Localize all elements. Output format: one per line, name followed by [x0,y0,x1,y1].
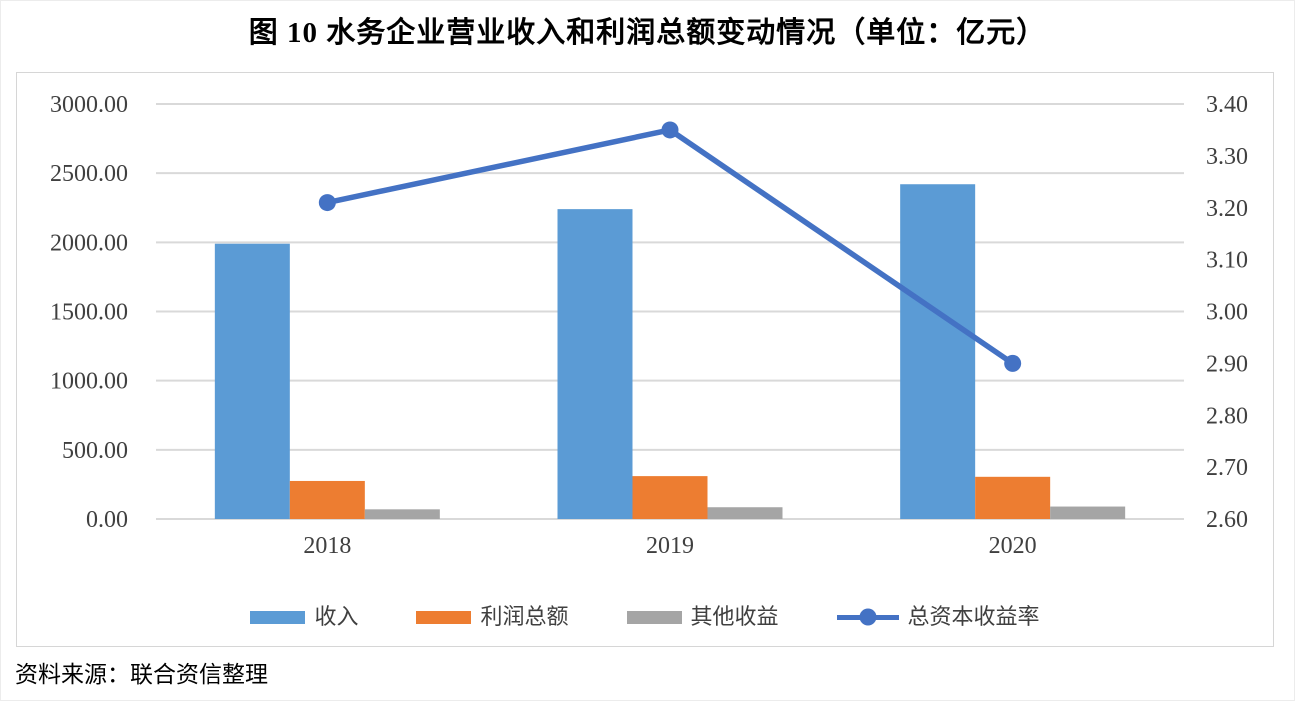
bar-利润总额-2018 [289,480,365,519]
right-axis-tick-label: 3.20 [1206,196,1248,222]
bar-收入-2018 [214,243,290,519]
x-axis-label: 2018 [303,533,351,559]
left-axis-tick-label: 1500.00 [50,300,128,326]
legend-item-其他收益: 其他收益 [626,604,779,629]
line-point-总资本收益率-2019 [661,121,679,139]
left-axis-tick-label: 2000.00 [50,230,128,256]
source-note: 资料来源：联合资信整理 [15,662,268,687]
legend-swatch-icon [416,610,472,624]
legend-label: 总资本收益率 [907,604,1040,629]
x-axis-label: 2020 [989,533,1037,559]
bar-收入-2019 [557,209,633,519]
left-axis-tick-label: 3000.00 [50,92,128,118]
line-point-总资本收益率-2020 [1004,354,1022,372]
legend-label: 其他收益 [690,604,779,629]
right-axis-tick-label: 3.10 [1206,248,1248,274]
right-axis-tick-label: 3.30 [1206,144,1248,170]
left-axis-tick-label: 0.00 [86,507,128,533]
chart-box: 0.00 500.00 1000.00 1500.00 2000.00 2500.00 30… [16,72,1274,647]
bar-其他收益-2018 [364,509,440,519]
legend-label: 收入 [314,604,359,629]
legend-item-总资本收益率: 总资本收益率 [836,604,1040,629]
line-point-总资本收益率-2018 [318,194,336,212]
legend-line-marker-icon [836,608,899,626]
right-axis-tick-label: 2.90 [1206,351,1248,377]
legend-line-dot-icon [859,608,877,626]
legend-swatch-icon [626,610,682,624]
chart-legend: 收入 利润总额 其他收益 总资本收益率 [17,606,1273,628]
right-axis-tick-label: 2.70 [1206,455,1248,481]
bar-利润总额-2020 [975,476,1051,519]
legend-item-利润总额: 利润总额 [416,604,569,629]
x-axis-label: 2019 [646,533,694,559]
right-axis-tick-label: 2.60 [1206,507,1248,533]
legend-swatch-icon [250,610,306,624]
right-axis-tick-label: 2.80 [1206,403,1248,429]
left-axis-tick-label: 1000.00 [50,369,128,395]
legend-label: 利润总额 [480,604,569,629]
bar-收入-2020 [900,184,976,519]
bar-利润总额-2019 [632,476,708,519]
right-axis-tick-label: 3.40 [1206,92,1248,118]
left-axis-tick-label: 500.00 [62,438,128,464]
left-axis-tick-label: 2500.00 [50,161,128,187]
chart-plot: 0.00 500.00 1000.00 1500.00 2000.00 2500.00 30… [50,92,1248,559]
chart-title: 图 10 水务企业营业收入和利润总额变动情况（单位：亿元） [248,17,1047,49]
right-axis-tick-label: 3.00 [1206,300,1248,326]
bar-其他收益-2019 [707,507,783,519]
legend-item-收入: 收入 [250,606,358,628]
bar-其他收益-2020 [1050,506,1126,519]
